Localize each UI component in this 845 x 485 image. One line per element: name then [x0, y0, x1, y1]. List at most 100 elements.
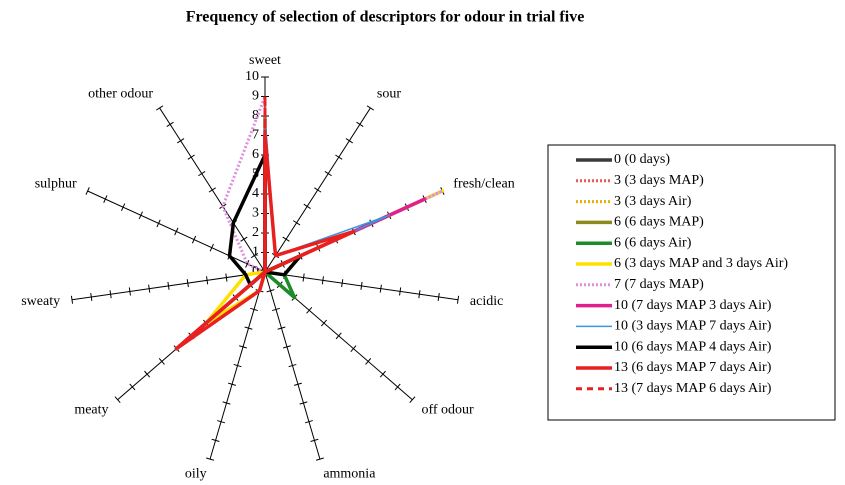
legend-label: 3 (3 days MAP)	[614, 173, 704, 188]
tick-mark	[394, 383, 401, 391]
tick-mark	[217, 420, 226, 424]
tick-mark	[114, 396, 121, 404]
tick-mark	[379, 370, 386, 378]
tick-mark	[250, 253, 259, 259]
tick-mark	[350, 345, 357, 352]
tick-mark	[320, 319, 327, 327]
tick-mark	[177, 138, 185, 144]
legend-label: 10 (3 days MAP 7 days Air)	[614, 319, 772, 334]
legend-label: 3 (3 days Air)	[614, 194, 692, 209]
chart-title: Frequency of selection of descriptors fo…	[186, 9, 585, 26]
tick-mark	[314, 187, 322, 193]
tick-mark	[138, 211, 143, 220]
tick-mark	[129, 383, 136, 391]
axis-label: sour	[377, 87, 401, 102]
tick-mark	[225, 273, 228, 282]
tick-mark	[321, 276, 324, 285]
tick-mark	[266, 289, 275, 293]
legend-label: 13 (7 days MAP 6 days Air)	[614, 381, 772, 396]
tick-mark	[208, 187, 216, 193]
tick-mark	[282, 236, 290, 242]
tick-mark	[103, 195, 108, 203]
tick-mark	[198, 170, 206, 177]
legend-label: 10 (7 days MAP 3 days Air)	[614, 298, 772, 313]
tick-mark	[70, 295, 74, 304]
tick-mark	[282, 345, 291, 349]
legend-label: 0 (0 days)	[614, 152, 670, 167]
legend-box	[547, 144, 836, 421]
tick-mark	[250, 307, 258, 312]
tick-mark	[335, 154, 343, 160]
legend-label: 13 (6 days MAP 7 days Air)	[614, 360, 772, 375]
tick-mark	[120, 203, 126, 212]
tick-mark	[315, 457, 324, 461]
legend-label: 6 (6 days MAP)	[614, 215, 704, 230]
tick-mark	[365, 358, 372, 365]
tick-mark	[341, 279, 344, 288]
legend-label: 6 (3 days MAP and 3 days Air)	[614, 256, 788, 271]
r-tick-label: 1	[252, 245, 259, 260]
axis-label: acidic	[470, 294, 503, 309]
axis-label: off odour	[421, 402, 474, 417]
tick-mark	[158, 358, 165, 365]
r-tick-label: 10	[245, 69, 259, 84]
axis-label: meaty	[74, 402, 108, 417]
tick-mark	[233, 363, 242, 368]
tick-mark	[277, 326, 286, 330]
r-tick-label: 6	[252, 147, 259, 162]
tick-mark	[209, 243, 214, 252]
tick-mark	[379, 284, 382, 293]
tick-mark	[293, 382, 302, 386]
tick-mark	[335, 332, 342, 340]
tick-mark	[191, 235, 197, 244]
r-tick-label: 3	[252, 206, 259, 221]
tick-mark	[166, 121, 174, 127]
tick-mark	[239, 345, 248, 349]
r-tick-label: 8	[252, 108, 259, 123]
tick-mark	[187, 154, 195, 160]
tick-mark	[418, 290, 421, 299]
tick-mark	[244, 326, 253, 330]
r-tick-label: 9	[252, 89, 259, 104]
series-line	[204, 172, 445, 325]
tick-mark	[356, 121, 364, 127]
r-tick-label: 7	[252, 128, 259, 143]
tick-mark	[303, 203, 311, 209]
legend-label: 7 (7 days MAP)	[614, 277, 704, 292]
tick-mark	[366, 105, 375, 111]
tick-mark	[304, 420, 313, 424]
tick-mark	[174, 227, 179, 236]
tick-mark	[240, 236, 248, 242]
axis-label: sulphur	[35, 177, 77, 192]
tick-mark	[144, 370, 151, 378]
axis-label: sweaty	[21, 294, 60, 309]
tick-mark	[206, 457, 215, 461]
tick-mark	[272, 307, 280, 312]
r-tick-label: 4	[252, 186, 259, 201]
tick-mark	[85, 187, 90, 195]
r-tick-label: 2	[252, 225, 259, 240]
tick-mark	[90, 292, 93, 302]
axis-label: ammonia	[323, 467, 376, 482]
tick-mark	[155, 105, 164, 111]
tick-mark	[222, 401, 231, 405]
tick-mark	[206, 276, 209, 285]
tick-mark	[302, 273, 305, 282]
tick-mark	[324, 170, 332, 177]
tick-mark	[360, 281, 363, 290]
tick-mark	[399, 287, 402, 296]
tick-mark	[345, 138, 353, 144]
tick-mark	[299, 401, 308, 405]
tick-mark	[211, 438, 220, 442]
tick-mark	[306, 306, 313, 314]
tick-mark	[310, 438, 319, 442]
tick-mark	[288, 363, 297, 368]
tick-mark	[228, 382, 237, 386]
tick-mark	[437, 292, 440, 302]
tick-mark	[292, 220, 301, 226]
series-line	[175, 95, 356, 351]
tick-mark	[245, 260, 250, 268]
tick-mark	[156, 219, 161, 228]
series-line	[175, 173, 285, 351]
tick-mark	[148, 284, 151, 293]
